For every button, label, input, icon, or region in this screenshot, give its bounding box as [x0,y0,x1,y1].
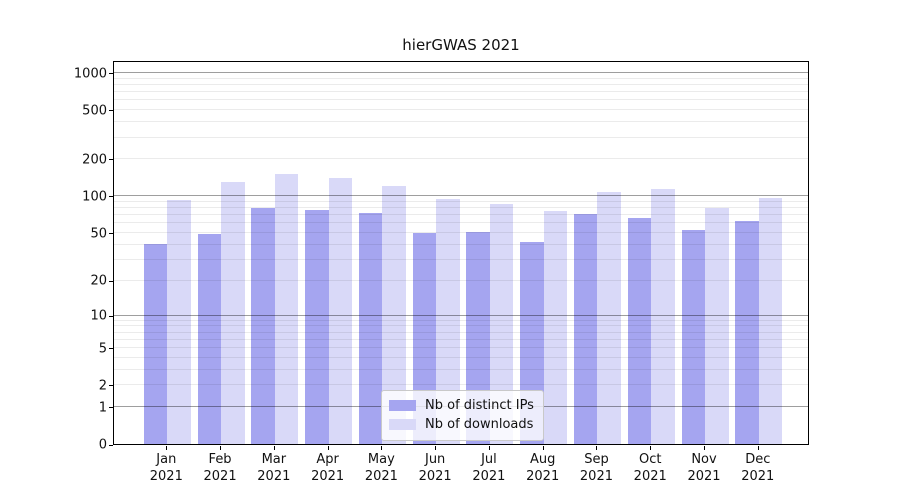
y-tick-label-0: 0 [98,437,107,453]
x-tick-mark-dec [757,446,759,450]
y-tick-label-200: 200 [82,152,107,168]
y-tick-label-50: 50 [90,226,107,242]
legend-swatch-downloads [389,419,416,430]
plot-area [113,61,809,445]
gridline-800 [114,84,808,86]
x-tick-label-aug: Aug 2021 [526,452,560,484]
y-tick-mark-0 [109,444,113,446]
legend-item-distinct-ips: Nb of distinct IPs [389,396,534,415]
x-tick-label-mar: Mar 2021 [257,452,291,484]
y-tick-label-10: 10 [90,308,107,324]
x-tick-label-jun: Jun 2021 [418,452,452,484]
gridline-1000 [114,72,808,74]
y-tick-mark-10 [109,315,113,317]
y-tick-mark-20 [109,280,113,282]
y-tick-label-500: 500 [82,103,107,119]
gridline-90 [114,200,808,202]
y-tick-mark-100 [109,196,113,198]
bar-downloads-nov [705,208,729,444]
y-tick-label-20: 20 [90,273,107,289]
legend: Nb of distinct IPs Nb of downloads [381,390,544,441]
gridline-500 [114,109,808,111]
bar-distinct-ips-may [358,212,383,444]
y-tick-mark-500 [109,110,113,112]
x-tick-label-dec: Dec 2021 [741,452,775,484]
x-tick-mark-feb [220,446,222,450]
legend-item-downloads: Nb of downloads [389,415,534,434]
bar-distinct-ips-feb [197,233,222,444]
chart-title: hierGWAS 2021 [402,36,520,54]
bar-distinct-ips-dec [735,221,759,444]
x-tick-mark-nov [704,446,705,450]
x-tick-mark-aug [542,446,544,450]
x-tick-label-jul: Jul 2021 [472,452,506,484]
legend-label: Nb of distinct IPs [425,398,534,413]
y-tick-mark-50 [109,233,113,235]
y-tick-mark-200 [109,159,113,161]
legend-label: Nb of downloads [425,417,534,432]
bar-downloads-jul [489,203,514,444]
bar-distinct-ips-sep [573,214,598,444]
x-tick-label-apr: Apr 2021 [311,452,345,484]
x-tick-mark-jan [166,446,168,450]
gridline-60 [114,222,808,224]
legend-swatch-distinct-ips [389,400,416,411]
y-tick-mark-5 [109,348,113,350]
gridline-300 [114,136,808,138]
gridline-80 [114,207,808,209]
bar-distinct-ips-mar [251,207,275,444]
x-tick-label-oct: Oct 2021 [633,452,667,484]
y-tick-label-1: 1 [98,400,107,416]
bar-downloads-oct [651,188,675,444]
y-tick-mark-1 [109,407,113,409]
x-tick-mark-sep [596,446,598,450]
bar-distinct-ips-oct [627,217,652,444]
x-tick-mark-jun [435,446,437,450]
y-tick-label-5: 5 [98,341,107,357]
bar-distinct-ips-nov [681,229,705,444]
bar-downloads-may [382,185,406,444]
bar-distinct-ips-jan [143,244,168,444]
gridline-600 [114,99,808,101]
bar-downloads-mar [274,174,299,444]
bar-downloads-jan [167,199,191,444]
bar-downloads-feb [221,182,245,444]
y-tick-mark-1000 [109,73,113,75]
x-tick-label-nov: Nov 2021 [687,452,721,484]
bar-downloads-aug [543,211,568,444]
gridline-70 [114,214,808,216]
x-tick-label-may: May 2021 [364,452,398,484]
x-tick-mark-oct [650,446,652,450]
x-tick-mark-apr [327,446,329,450]
x-tick-label-sep: Sep 2021 [579,452,613,484]
bar-downloads-dec [758,198,783,444]
y-tick-label-1000: 1000 [73,66,107,82]
gridline-400 [114,121,808,123]
x-tick-mark-jul [488,446,490,450]
x-tick-label-feb: Feb 2021 [203,452,237,484]
y-tick-label-2: 2 [98,378,107,394]
x-tick-label-jan: Jan 2021 [149,452,183,484]
x-tick-mark-mar [273,446,275,450]
x-tick-mark-may [381,446,383,450]
bar-distinct-ips-apr [305,209,329,444]
bar-downloads-apr [328,177,353,444]
y-tick-mark-2 [109,385,113,387]
gridline-700 [114,91,808,93]
gridline-200 [114,158,808,160]
gridline-100 [114,195,808,197]
y-tick-label-100: 100 [82,189,107,205]
bar-downloads-jun [436,199,460,444]
gridline-900 [114,77,808,79]
bar-downloads-sep [597,191,621,444]
